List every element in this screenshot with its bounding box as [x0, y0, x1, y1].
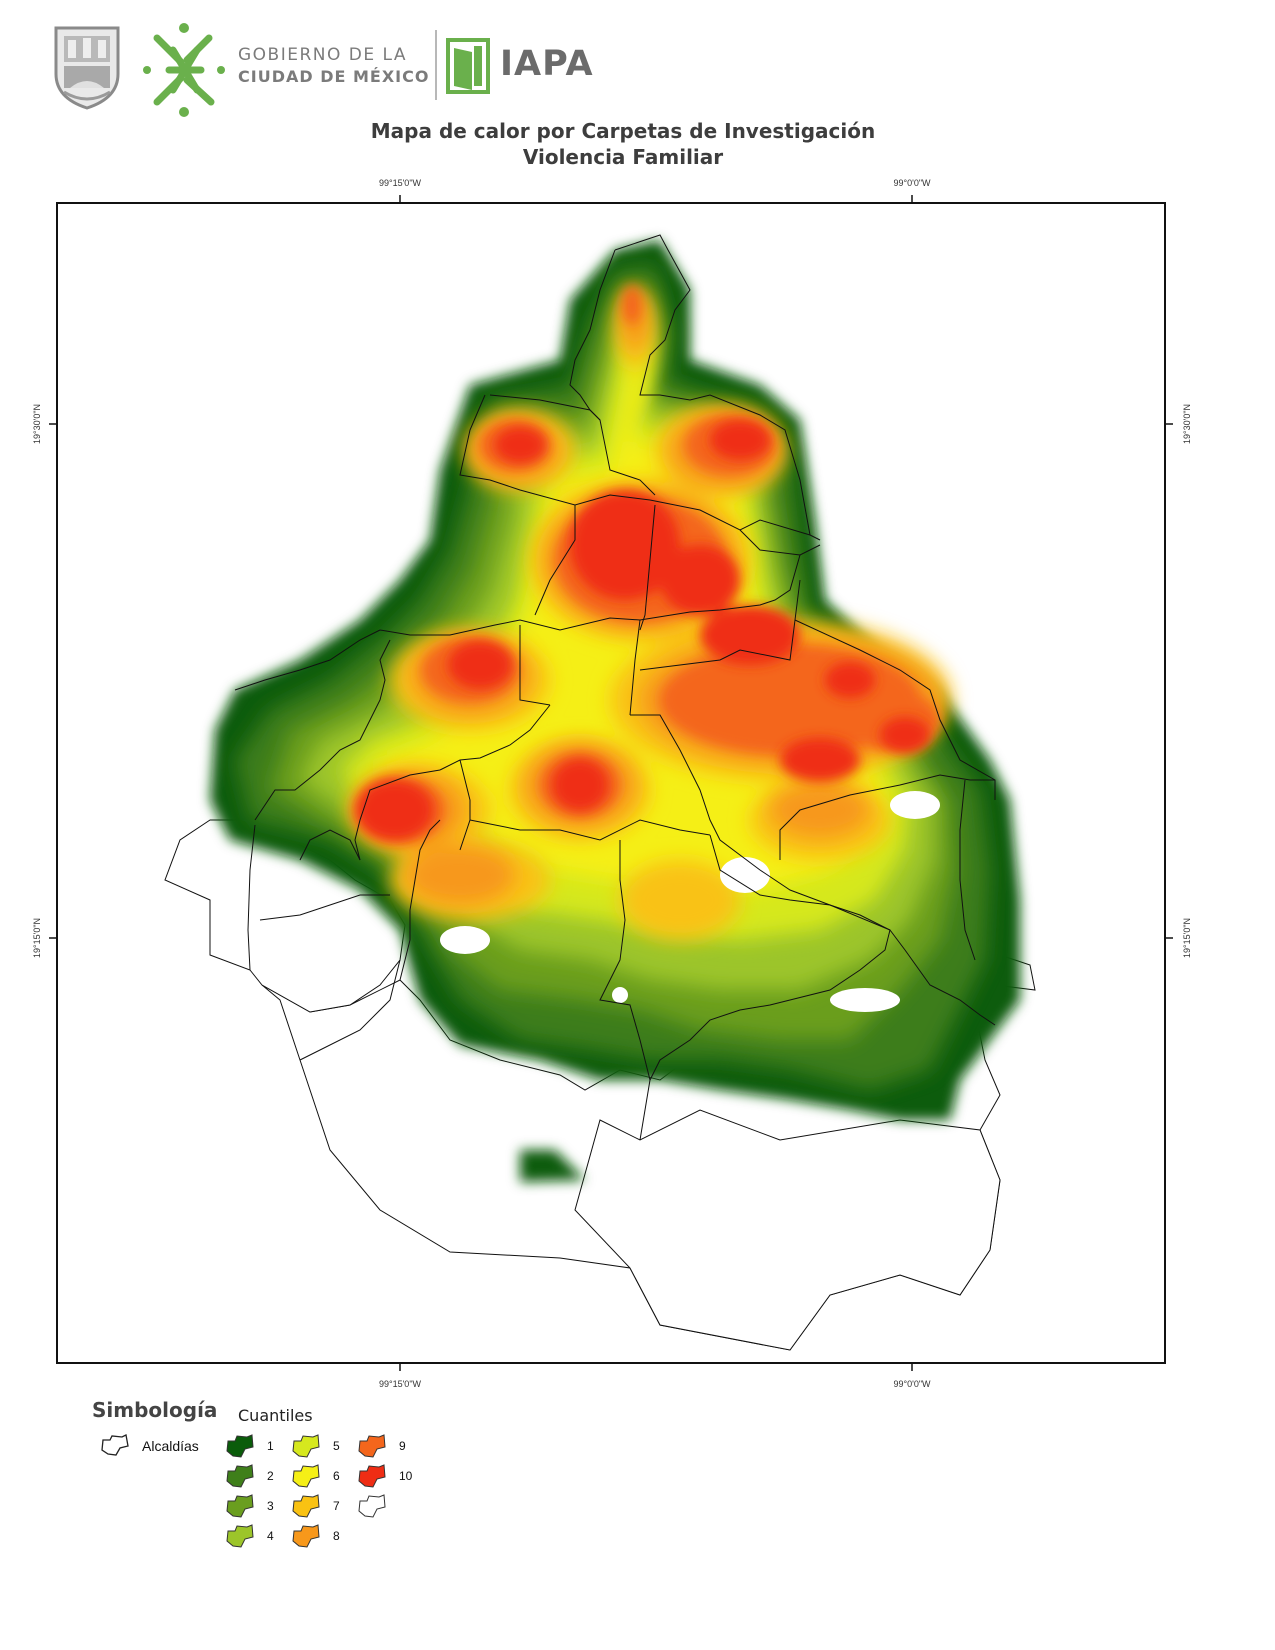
- legend-quantile-4: 4: [225, 1524, 295, 1550]
- coord-left-2: 19°15'0"N: [32, 918, 42, 958]
- coord-bottom-1: 99°15'0"W: [379, 1379, 422, 1389]
- header-divider: [435, 30, 437, 100]
- legend-quantile-2: 2: [225, 1464, 295, 1490]
- legend-quantile-5: 5: [291, 1434, 361, 1460]
- cdmx-government-logo-icon: [143, 23, 225, 117]
- legend-quantile-6: 6: [291, 1464, 361, 1490]
- legend-alcaldias-label: Alcaldías: [142, 1438, 199, 1454]
- quantile-swatch-icon: [226, 1524, 254, 1548]
- quantile-swatch-icon: [358, 1464, 386, 1488]
- quantile-swatch-icon: [358, 1494, 386, 1518]
- cdmx-shield-icon: [54, 26, 120, 110]
- quantile-swatch-icon: [358, 1434, 386, 1458]
- heatmap-layer: [210, 240, 1020, 1182]
- legend-quantile-label: 3: [267, 1499, 274, 1513]
- coord-right-1: 19°30'0"N: [1182, 404, 1192, 444]
- org-name: IAPA: [500, 44, 594, 84]
- alcaldia-outline-swatch-icon: [101, 1434, 129, 1456]
- legend-title: Simbología: [92, 1398, 218, 1422]
- government-name: GOBIERNO DE LA CIUDAD DE MÉXICO: [238, 44, 429, 88]
- coord-right-2: 19°15'0"N: [1182, 918, 1192, 958]
- legend-quantile-7: 7: [291, 1494, 361, 1520]
- map-title: Mapa de calor por Carpetas de Investigac…: [0, 118, 1246, 170]
- milpa-alta-outline: [574, 1109, 1001, 1351]
- legend-quantile-label: 1: [267, 1439, 274, 1453]
- legend-quantile-label: 6: [333, 1469, 340, 1483]
- legend-subtitle: Cuantiles: [238, 1406, 313, 1425]
- legend-quantile-1: 1: [225, 1434, 295, 1460]
- legend-quantile-3: 3: [225, 1494, 295, 1520]
- legend-quantile-8: 8: [291, 1524, 361, 1550]
- legend-quantile-9: 9: [357, 1434, 427, 1460]
- government-name-line2: CIUDAD DE MÉXICO: [238, 67, 430, 86]
- map-title-line2: Violencia Familiar: [522, 145, 724, 169]
- quantile-swatch-icon: [226, 1434, 254, 1458]
- iapa-door-logo-icon: [446, 38, 490, 94]
- legend-quantile-label: 7: [333, 1499, 340, 1513]
- government-name-line1: GOBIERNO DE LA: [238, 45, 408, 65]
- quantile-swatch-icon: [292, 1464, 320, 1488]
- legend-quantile-label: 9: [399, 1439, 406, 1453]
- map-title-line1: Mapa de calor por Carpetas de Investigac…: [370, 119, 876, 143]
- legend-quantile-label: 10: [399, 1469, 413, 1483]
- coord-left-1: 19°30'0"N: [32, 404, 42, 444]
- alcaldias-boundaries: [234, 234, 996, 1141]
- legend-quantile-label: 5: [333, 1439, 340, 1453]
- coord-top-1: 99°15'0"W: [379, 178, 422, 188]
- coord-bottom-2: 99°0'0"W: [893, 1379, 931, 1389]
- graticule-ticks: [49, 195, 1173, 1371]
- quantile-swatch-icon: [226, 1464, 254, 1488]
- quantile-swatch-icon: [292, 1434, 320, 1458]
- coord-top-2: 99°0'0"W: [893, 178, 931, 188]
- legend-quantile-label: 4: [267, 1529, 274, 1543]
- quantile-swatch-icon: [292, 1524, 320, 1548]
- legend-quantile-10: 10: [357, 1464, 427, 1490]
- legend-quantile-empty: [357, 1494, 427, 1520]
- quantile-swatch-icon: [226, 1494, 254, 1518]
- quantile-swatch-icon: [292, 1494, 320, 1518]
- legend-quantile-label: 8: [333, 1529, 340, 1543]
- header: GOBIERNO DE LA CIUDAD DE MÉXICO IAPA: [48, 22, 748, 117]
- legend-quantile-label: 2: [267, 1469, 274, 1483]
